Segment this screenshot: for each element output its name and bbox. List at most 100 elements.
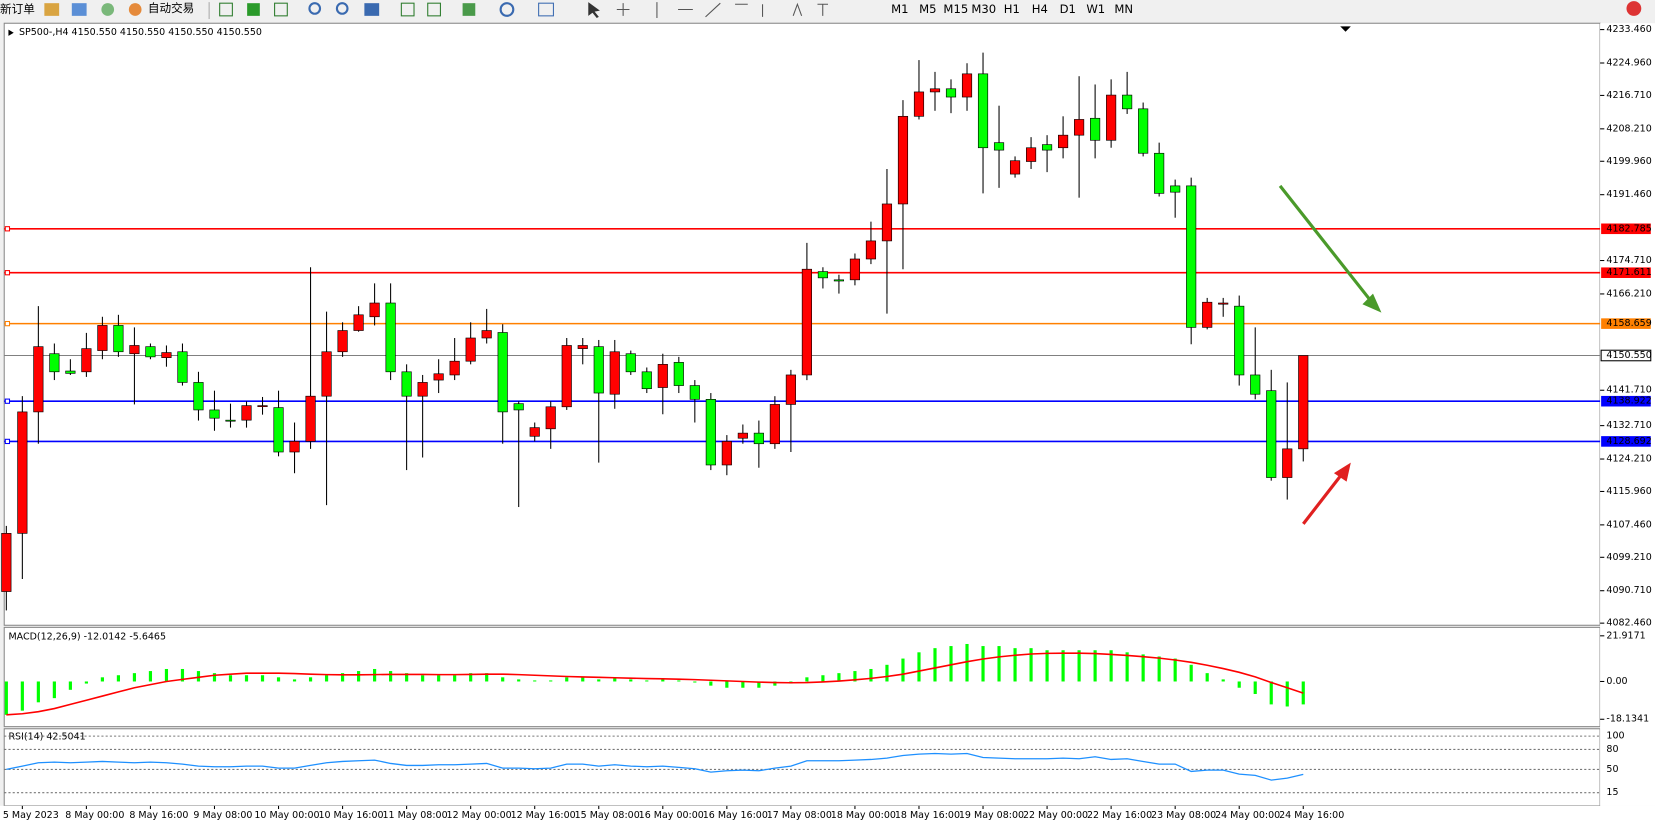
icon[interactable] bbox=[274, 2, 288, 17]
icon[interactable] bbox=[364, 3, 380, 16]
candle-body bbox=[1106, 94, 1117, 141]
icon[interactable] bbox=[101, 3, 115, 16]
candle-body bbox=[609, 351, 620, 395]
level-label: 4171.611 bbox=[1606, 267, 1651, 278]
macd-bar bbox=[1285, 681, 1289, 707]
candle-body bbox=[241, 405, 252, 421]
icon[interactable] bbox=[247, 3, 260, 16]
icon[interactable] bbox=[462, 3, 476, 16]
macd-bar bbox=[837, 673, 841, 682]
macd-bar bbox=[1237, 681, 1241, 688]
candle-body bbox=[385, 302, 396, 373]
candle-body bbox=[449, 360, 460, 376]
timeframe-button[interactable]: M30 bbox=[971, 2, 996, 16]
candle-body bbox=[593, 346, 604, 394]
macd-bar bbox=[613, 678, 617, 682]
macd-bar bbox=[501, 677, 505, 682]
current-price-tag bbox=[1600, 349, 1652, 362]
macd-bar bbox=[324, 675, 329, 682]
timeframe-button[interactable]: W1 bbox=[1086, 2, 1105, 16]
timeframe-button[interactable]: M5 bbox=[919, 2, 936, 16]
icon[interactable] bbox=[588, 2, 600, 18]
icon[interactable] bbox=[538, 2, 554, 17]
level-handle bbox=[4, 226, 11, 232]
annotation-arrow bbox=[1278, 184, 1377, 308]
macd-bar bbox=[869, 668, 873, 682]
candle-body bbox=[17, 411, 28, 534]
candle-body bbox=[849, 258, 861, 281]
x-tick-label: 11 May 08:00 bbox=[382, 810, 447, 821]
candle-body bbox=[193, 382, 204, 411]
candle-body bbox=[177, 351, 188, 383]
icon[interactable] bbox=[128, 3, 142, 16]
candle-body bbox=[225, 419, 236, 422]
candle-body bbox=[513, 403, 524, 411]
icon[interactable] bbox=[71, 3, 87, 16]
y-tick-label: 4174.710 bbox=[1606, 255, 1651, 266]
candle-body bbox=[737, 432, 748, 439]
timeframe-button[interactable]: M15 bbox=[943, 2, 968, 16]
candle-body bbox=[417, 382, 428, 397]
macd-bar bbox=[1029, 648, 1033, 682]
x-tick-label: 10 May 00:00 bbox=[254, 810, 319, 821]
timeframe-button[interactable]: MN bbox=[1114, 2, 1133, 16]
macd-bar bbox=[885, 664, 889, 682]
macd-bar bbox=[565, 677, 569, 682]
candle-body bbox=[465, 337, 476, 362]
macd-bar bbox=[821, 675, 825, 682]
x-tick-label: 18 May 16:00 bbox=[895, 810, 960, 821]
timeframe-button[interactable]: D1 bbox=[1060, 2, 1076, 16]
macd-bar bbox=[36, 681, 40, 703]
toolbar: 新订单 自动交易 M1 M5 M15 M30 H1 H4 D1 W1 MN bbox=[0, 0, 1655, 22]
candle-body bbox=[897, 115, 909, 205]
macd-bar bbox=[757, 681, 761, 688]
macd-bar bbox=[1173, 658, 1177, 682]
icon[interactable] bbox=[335, 2, 349, 15]
y-tick-label: 4191.460 bbox=[1606, 189, 1651, 200]
candle-body bbox=[1170, 185, 1181, 193]
tool-icons[interactable] bbox=[616, 2, 829, 18]
macd-bar bbox=[549, 680, 553, 682]
y-tick-label: 4166.210 bbox=[1606, 288, 1651, 299]
y-tick-label: 4090.710 bbox=[1606, 585, 1651, 596]
candle-body bbox=[529, 427, 540, 437]
candle-body bbox=[289, 441, 300, 453]
candle-body bbox=[1298, 355, 1309, 450]
new-order[interactable]: 新订单 bbox=[0, 2, 35, 16]
icon[interactable] bbox=[308, 2, 322, 15]
auto-trading[interactable]: 自动交易 bbox=[148, 1, 194, 15]
candle-body bbox=[145, 346, 156, 358]
timeframe-button[interactable]: H1 bbox=[1004, 2, 1020, 16]
candle-body bbox=[657, 364, 668, 388]
candle-body bbox=[81, 348, 92, 373]
macd-bar bbox=[1077, 650, 1081, 682]
macd-bar bbox=[180, 668, 185, 682]
notification[interactable] bbox=[1626, 1, 1642, 16]
x-tick-label: 10 May 16:00 bbox=[318, 810, 383, 821]
candle-body bbox=[929, 88, 941, 93]
level-label: 4182.785 bbox=[1606, 223, 1651, 234]
y-tick-label: 4233.460 bbox=[1606, 24, 1651, 35]
icon[interactable] bbox=[44, 3, 60, 16]
macd-bar bbox=[196, 671, 201, 682]
candle-body bbox=[1186, 185, 1197, 328]
macd-bar bbox=[389, 671, 393, 682]
y-tick-label: 21.9171 bbox=[1606, 630, 1645, 641]
x-tick-label: 5 May 2023 bbox=[3, 810, 59, 821]
icon[interactable] bbox=[499, 2, 515, 17]
icon[interactable] bbox=[427, 2, 441, 17]
x-tick-label: 24 May 00:00 bbox=[1215, 810, 1280, 821]
y-tick-label: 15 bbox=[1606, 787, 1618, 798]
rsi-pane bbox=[3, 728, 1601, 807]
plot: 4233.460 4224.960 4216.710 4208.210 4199.960… bbox=[1, 24, 1652, 821]
icon[interactable] bbox=[219, 2, 233, 17]
icon[interactable] bbox=[400, 2, 415, 17]
macd-bar bbox=[517, 679, 521, 682]
macd-bar bbox=[357, 671, 361, 682]
candle-body bbox=[337, 330, 348, 353]
timeframe-button[interactable]: M1 bbox=[891, 2, 908, 16]
time-axis bbox=[0, 805, 1655, 827]
y-tick-label: 80 bbox=[1606, 744, 1618, 755]
timeframe-button[interactable]: H4 bbox=[1032, 2, 1048, 16]
